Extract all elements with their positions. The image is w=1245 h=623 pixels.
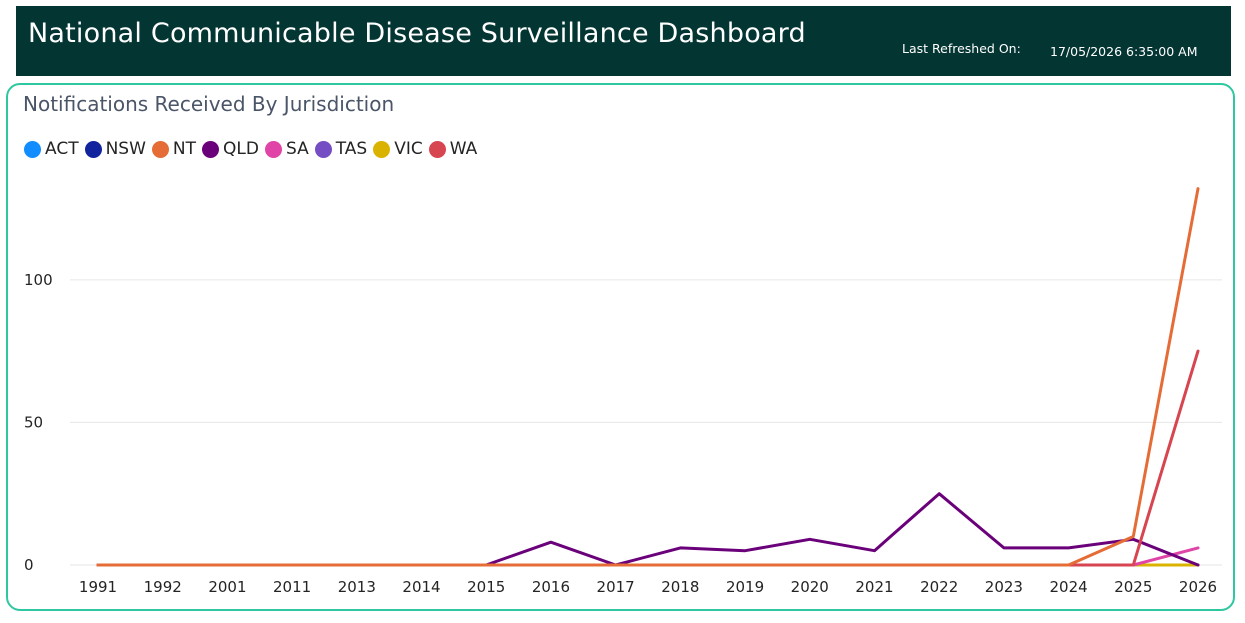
legend-marker bbox=[314, 140, 332, 158]
legend-marker bbox=[84, 140, 102, 158]
y-tick-label: 100 bbox=[24, 271, 53, 289]
legend-marker bbox=[373, 140, 391, 158]
legend-item-qld[interactable]: QLD bbox=[202, 139, 259, 159]
legend-marker bbox=[151, 140, 169, 158]
dashboard-header bbox=[16, 6, 1231, 76]
x-tick-label: 2019 bbox=[726, 578, 764, 596]
x-tick-label: 2017 bbox=[597, 578, 635, 596]
x-tick-label: 2024 bbox=[1049, 578, 1087, 596]
x-tick-label: 2016 bbox=[532, 578, 570, 596]
legend-item-nsw[interactable]: NSW bbox=[84, 139, 146, 159]
legend-label: VIC bbox=[394, 139, 423, 159]
last-refreshed-value: 17/05/2026 6:35:00 AM bbox=[1050, 44, 1198, 59]
series-line-wa bbox=[96, 349, 1200, 567]
legend-label: ACT bbox=[45, 139, 79, 159]
legend-marker bbox=[202, 140, 220, 158]
legend-label: SA bbox=[285, 139, 309, 159]
x-tick-label: 2001 bbox=[208, 578, 246, 596]
x-tick-label: 2013 bbox=[338, 578, 376, 596]
legend-marker bbox=[428, 140, 446, 158]
legend-item-wa[interactable]: WA bbox=[428, 139, 478, 159]
x-tick-label: 2015 bbox=[467, 578, 505, 596]
legend-marker bbox=[24, 140, 41, 158]
chart-card bbox=[6, 83, 1235, 611]
x-tick-label: 2018 bbox=[661, 578, 699, 596]
x-tick-label: 1992 bbox=[144, 578, 182, 596]
x-tick-label: 2025 bbox=[1114, 578, 1152, 596]
x-tick-label: 2011 bbox=[273, 578, 311, 596]
y-tick-label: 50 bbox=[24, 413, 43, 431]
legend-item-tas[interactable]: TAS bbox=[314, 139, 368, 159]
chart-title: Notifications Received By Jurisdiction bbox=[23, 92, 395, 116]
x-tick-label: 2026 bbox=[1179, 578, 1217, 596]
dashboard-title: National Communicable Disease Surveillan… bbox=[28, 18, 806, 49]
x-tick-label: 1991 bbox=[79, 578, 117, 596]
x-tick-label: 2023 bbox=[985, 578, 1023, 596]
x-tick-label: 2014 bbox=[402, 578, 440, 596]
chart-legend: ACT NSW NT QLD SA TAS VIC WA bbox=[24, 138, 483, 160]
x-tick-label: 2020 bbox=[791, 578, 829, 596]
legend-item-vic[interactable]: VIC bbox=[373, 139, 423, 159]
y-tick-label: 0 bbox=[24, 556, 34, 574]
legend-marker bbox=[264, 140, 282, 158]
legend-label: NT bbox=[172, 139, 197, 159]
series-line-qld bbox=[96, 492, 1200, 567]
legend-label: TAS bbox=[335, 139, 368, 159]
last-refreshed-label: Last Refreshed On: bbox=[902, 41, 1021, 56]
legend-label: QLD bbox=[223, 139, 259, 159]
legend-label: NSW bbox=[105, 139, 146, 159]
x-tick-label: 2021 bbox=[855, 578, 893, 596]
series-line-nt bbox=[96, 187, 1200, 567]
legend-label: WA bbox=[449, 139, 478, 159]
legend-item-nt[interactable]: NT bbox=[151, 139, 197, 159]
legend-item-sa[interactable]: SA bbox=[264, 139, 309, 159]
legend-item-act[interactable]: ACT bbox=[24, 139, 79, 159]
x-tick-label: 2022 bbox=[920, 578, 958, 596]
